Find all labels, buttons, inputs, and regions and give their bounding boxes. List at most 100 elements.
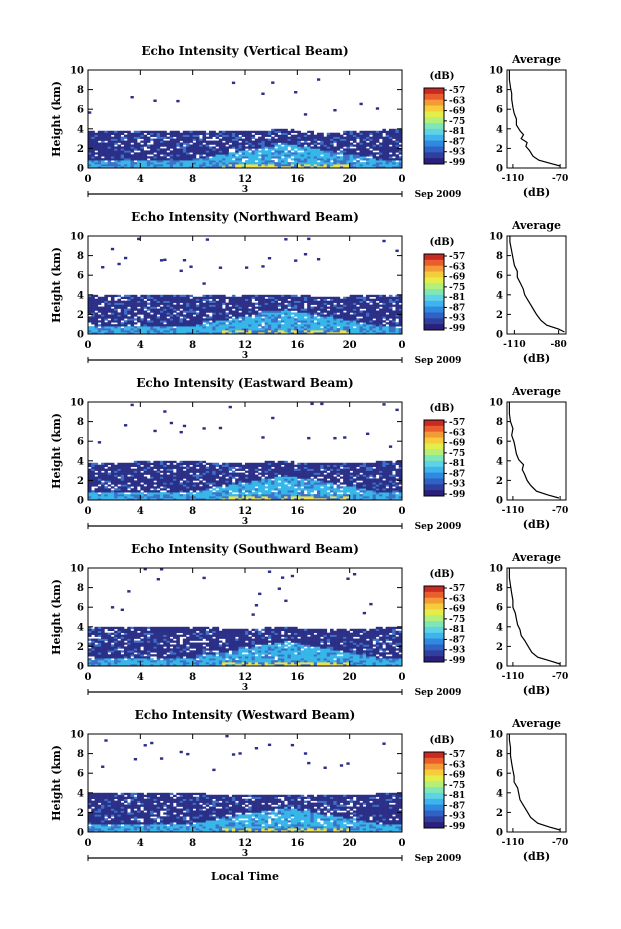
heatmap-cell — [176, 462, 180, 466]
heatmap-cell — [379, 328, 383, 331]
heatmap-cell — [277, 490, 282, 493]
heatmap-cell — [398, 324, 403, 327]
heatmap-cell — [205, 158, 210, 161]
heatmap-cell — [277, 166, 282, 169]
heatmap-cell — [205, 322, 210, 325]
heatmap-cell — [176, 298, 180, 301]
heatmap-cell — [137, 480, 141, 483]
heatmap-cell — [339, 300, 344, 303]
heatmap-cell — [326, 316, 331, 319]
heatmap-cell — [359, 130, 364, 134]
heatmap-cell — [179, 320, 184, 323]
heatmap-cell — [379, 144, 383, 147]
heatmap-cell — [231, 320, 236, 323]
heatmap-cell — [169, 312, 174, 315]
heatmap-cell — [271, 298, 275, 301]
heatmap-cell — [346, 160, 350, 163]
heatmap-cell — [186, 308, 190, 311]
heatmap-cell — [388, 316, 393, 319]
heatmap-cell — [366, 326, 370, 329]
heatmap-cell — [173, 142, 177, 145]
heatmap-cell — [225, 166, 229, 169]
heatmap-cell — [245, 138, 249, 141]
heatmap-cell — [339, 462, 344, 466]
heatmap-cell — [225, 466, 229, 469]
heatmap-cell — [101, 138, 105, 141]
heatmap-cell — [143, 304, 148, 307]
heatmap-cell — [101, 472, 105, 475]
heatmap-cell — [320, 480, 324, 483]
heatmap-cell — [209, 482, 213, 485]
heatmap-cell — [228, 152, 233, 155]
heatmap-cell — [392, 324, 396, 327]
heatmap-cell — [251, 294, 256, 298]
heatmap-cell — [120, 492, 125, 495]
heatmap-cell — [176, 464, 180, 467]
heatmap-cell — [218, 294, 223, 298]
heatmap-cell — [300, 296, 305, 300]
heatmap-cell — [395, 140, 400, 143]
heatmap-cell — [179, 146, 184, 149]
heatmap-cell — [179, 470, 184, 473]
heatmap-cell — [189, 312, 193, 315]
heatmap-cell — [104, 492, 108, 495]
heatmap-cell — [159, 158, 164, 161]
heatmap-cell — [133, 314, 138, 317]
heatmap-cell — [150, 162, 154, 165]
heatmap-cell — [375, 328, 380, 331]
heatmap-cell — [202, 150, 207, 153]
heatmap-cell — [209, 326, 213, 329]
heatmap-cell — [189, 492, 193, 495]
heatmap-cell — [336, 486, 341, 489]
heatmap-cell — [189, 306, 193, 309]
heatmap-cell — [320, 498, 324, 501]
heatmap-cell — [264, 146, 269, 149]
heatmap-cell — [267, 472, 272, 475]
heatmap-cell — [101, 308, 105, 311]
heatmap-cell — [310, 306, 314, 309]
heatmap-cell — [284, 144, 288, 147]
heatmap-cell — [88, 330, 92, 333]
heatmap-cell — [97, 130, 102, 134]
heatmap-cell — [176, 150, 180, 153]
heatmap-cell — [375, 130, 380, 134]
heatmap-cell — [143, 134, 148, 137]
heatmap-cell — [320, 306, 324, 309]
heatmap-cell — [218, 306, 223, 309]
heatmap-cell — [330, 296, 334, 300]
heatmap-cell — [133, 464, 138, 467]
heatmap-cell — [94, 140, 99, 143]
heatmap-cell — [212, 160, 216, 163]
heatmap-cell — [313, 318, 318, 321]
heatmap-cell — [284, 294, 288, 298]
heatmap-cell — [241, 468, 246, 471]
heatmap-cell — [179, 156, 184, 159]
heatmap-cell — [169, 132, 174, 135]
heatmap-cell — [274, 472, 279, 475]
heatmap-cell — [372, 322, 377, 325]
heatmap-cell — [150, 152, 154, 155]
heatmap-cell — [163, 304, 167, 307]
heatmap-cell — [173, 460, 177, 464]
heatmap-cell — [179, 152, 184, 155]
heatmap-cell — [303, 486, 308, 489]
heatmap-cell — [173, 480, 177, 483]
heatmap-cell — [212, 300, 216, 303]
y-tick-label: 4 — [77, 290, 84, 301]
heatmap-cell — [166, 304, 171, 307]
heatmap-cell — [330, 488, 334, 491]
heatmap-cell — [117, 326, 122, 329]
heatmap-cell — [110, 308, 115, 311]
heatmap-cell — [110, 304, 115, 307]
heatmap-cell — [290, 146, 295, 149]
heatmap-cell — [369, 152, 373, 155]
heatmap-cell — [225, 470, 229, 473]
heatmap-cell — [336, 320, 341, 323]
heatmap-cell — [133, 154, 138, 157]
heatmap-cell — [166, 484, 171, 487]
heatmap-cell — [392, 316, 396, 319]
heatmap-cell — [307, 490, 311, 493]
heatmap-cell — [133, 164, 138, 167]
heatmap-cell — [186, 498, 190, 501]
heatmap-cell — [88, 326, 92, 329]
